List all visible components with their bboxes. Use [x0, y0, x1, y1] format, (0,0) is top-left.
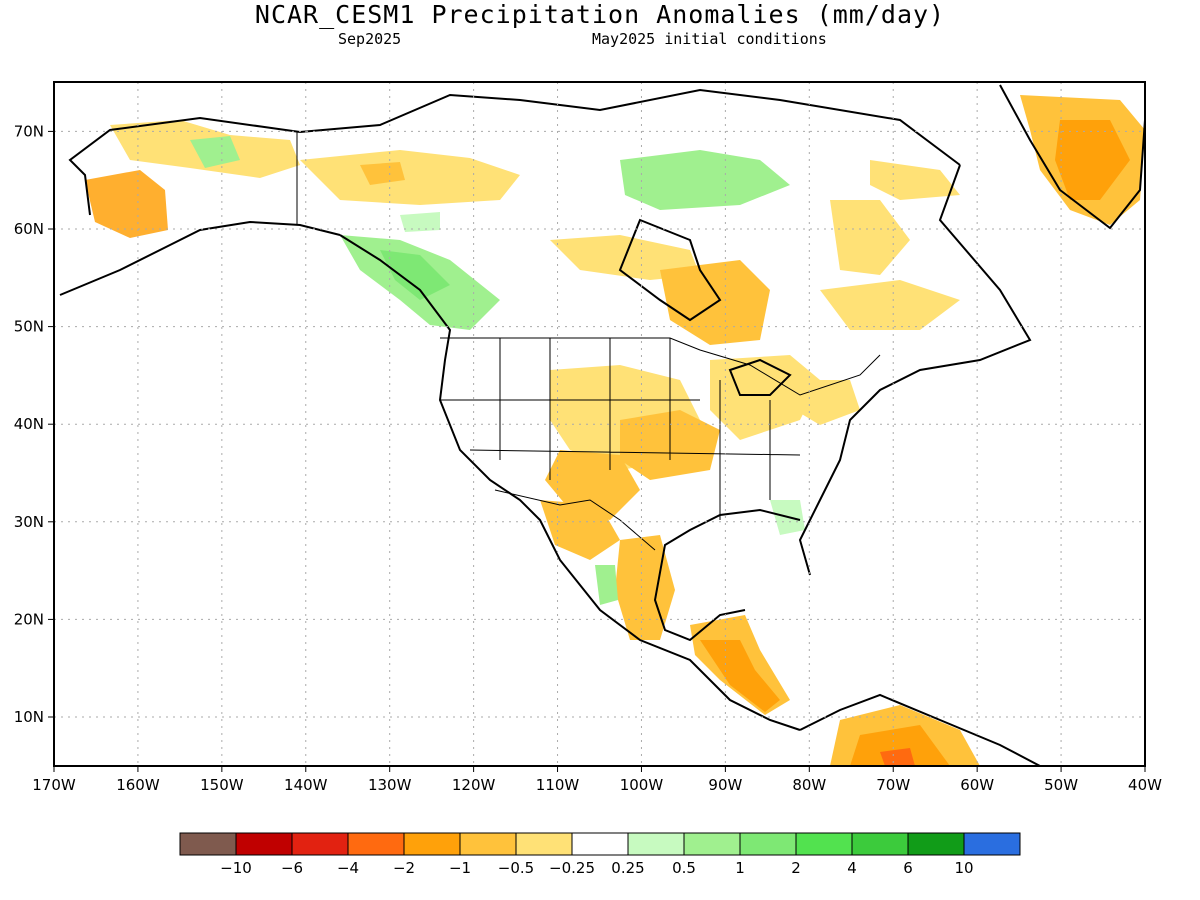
colorbar-swatch — [347, 832, 405, 856]
colorbar-label: −4 — [337, 859, 359, 877]
anomaly-patch-greenland-dry2 — [1055, 120, 1130, 200]
lat-tick-label: 10N — [14, 708, 44, 726]
alaska-coast — [59, 116, 341, 296]
colorbar-label: 0.5 — [672, 859, 696, 877]
map-title: NCAR_CESM1 Precipitation Anomalies (mm/d… — [254, 0, 946, 29]
lon-tick-label: 100W — [620, 776, 664, 794]
anomaly-patch-great-lakes-dry — [710, 355, 820, 440]
colorbar-label: −0.25 — [549, 859, 595, 877]
east-coast — [798, 164, 1032, 576]
south-america-coast — [799, 693, 1041, 766]
colorbar-label: −6 — [281, 859, 303, 877]
colorbar: −10 −6 −4 −2 −1 −0.5 −0.25 0.25 0.5 1 2 4 6 10 — [179, 832, 1021, 877]
lon-tick-label: 50W — [1044, 776, 1078, 794]
north-america-north-coast — [299, 88, 961, 166]
colorbar-swatch — [627, 832, 685, 856]
colorbar-label: −1 — [449, 859, 471, 877]
colorbar-swatch — [403, 832, 461, 856]
lon-tick-label: 150W — [200, 776, 244, 794]
us-mexico-border — [494, 489, 656, 551]
lat-tick-label: 20N — [14, 610, 44, 628]
lat-tick-label: 70N — [14, 122, 44, 140]
anomaly-shading — [85, 95, 1145, 766]
colorbar-swatch — [235, 832, 293, 856]
colorbar-label: 1 — [735, 859, 745, 877]
north-america-west-coast — [339, 234, 801, 731]
colorbar-swatch — [683, 832, 741, 856]
anomaly-patch-labrador-dry — [820, 280, 960, 330]
lat-tick-label: 60N — [14, 220, 44, 238]
colorbar-swatch — [963, 832, 1021, 856]
initial-conditions: May2025 initial conditions — [592, 30, 827, 48]
gulf-coast — [653, 508, 801, 642]
anomaly-patch-nw-canada-dry — [300, 150, 520, 205]
hudson-bay — [618, 218, 722, 322]
valid-month: Sep2025 — [338, 30, 402, 48]
anomaly-patch-nunavut-wet — [620, 150, 790, 210]
lon-tick-label: 70W — [876, 776, 910, 794]
gridlines — [54, 82, 1145, 766]
lon-tick-label: 140W — [284, 776, 328, 794]
colorbar-label: 6 — [903, 859, 913, 877]
anomaly-patch-mexico-wet — [595, 565, 618, 605]
colorbar-swatch — [459, 832, 517, 856]
state-lines — [440, 338, 801, 520]
anomaly-patch-mexico-dry — [540, 500, 620, 560]
anomaly-patch-nw-canada-dry2 — [360, 162, 405, 185]
colorbar-swatch — [515, 832, 573, 856]
colorbar-label: 4 — [847, 859, 857, 877]
lon-tick-label: 60W — [960, 776, 994, 794]
colorbar-label: −2 — [393, 859, 415, 877]
anomaly-patch-central-america-dry2 — [700, 640, 780, 712]
anomaly-patch-yukon-wet — [400, 212, 440, 232]
lon-tick-label: 110W — [536, 776, 580, 794]
colorbar-label: −10 — [220, 859, 252, 877]
anomaly-patch-mexico-east-dry — [615, 535, 675, 640]
anomaly-patch-quebec-dry — [830, 200, 910, 275]
colorbar-label: 10 — [954, 859, 973, 877]
colorbar-swatch — [907, 832, 965, 856]
anomaly-patch-alaska-wet — [190, 136, 240, 168]
colorbar-swatch — [739, 832, 797, 856]
coastlines — [59, 84, 1145, 766]
colorbar-swatch — [179, 832, 237, 856]
axis-ticks: 170W 160W 150W 140W 130W 120W 110W 100W 90W 80W 70… — [14, 122, 1162, 794]
lat-tick-label: 50N — [14, 318, 44, 336]
lat-tick-label: 30N — [14, 513, 44, 531]
colorbar-swatch — [291, 832, 349, 856]
lon-tick-label: 90W — [708, 776, 742, 794]
greenland-coast — [999, 84, 1145, 230]
lon-tick-label: 40W — [1128, 776, 1162, 794]
political-boundaries — [296, 132, 881, 551]
colorbar-label: 0.25 — [611, 859, 644, 877]
lat-tick-label: 40N — [14, 415, 44, 433]
anomaly-patch-northeast-dry — [790, 380, 860, 425]
anomaly-patch-venezuela-dry3 — [880, 748, 915, 766]
lon-tick-label: 160W — [116, 776, 160, 794]
anomaly-patch-venezuela-dry2 — [850, 725, 950, 766]
colorbar-swatch — [795, 832, 853, 856]
colorbar-swatch — [571, 832, 629, 856]
anomaly-patch-arctic-dry — [870, 160, 960, 200]
lon-tick-label: 80W — [792, 776, 826, 794]
anomaly-patch-alaska-dry — [85, 170, 168, 238]
lon-tick-label: 120W — [452, 776, 496, 794]
great-lakes — [728, 358, 792, 396]
colorbar-label: 2 — [791, 859, 801, 877]
lon-tick-label: 130W — [368, 776, 412, 794]
colorbar-label: −0.5 — [498, 859, 534, 877]
anomaly-patch-bc-wet2 — [380, 250, 450, 300]
lon-tick-label: 170W — [32, 776, 76, 794]
colorbar-swatch — [851, 832, 909, 856]
